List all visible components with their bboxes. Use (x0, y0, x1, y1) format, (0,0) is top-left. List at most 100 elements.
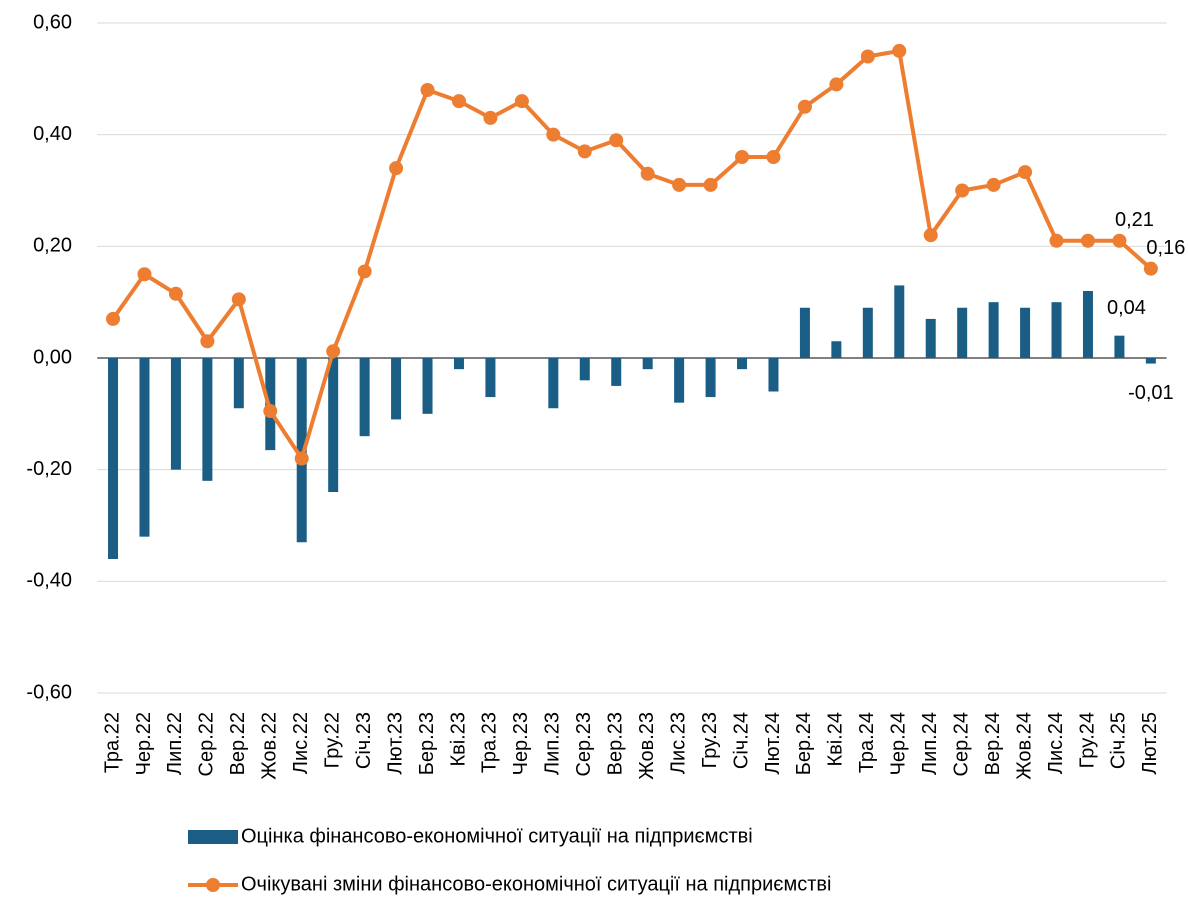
line-point (829, 77, 844, 92)
bar (233, 358, 244, 409)
line-point (1143, 261, 1158, 276)
line-point (200, 334, 215, 349)
bar (391, 358, 402, 420)
bar (988, 302, 999, 358)
y-tick-label: 0,20 (33, 235, 72, 257)
x-tick-label: Лют.25 (1139, 712, 1161, 774)
data-label: 0,16 (1146, 237, 1185, 259)
line-point (294, 451, 309, 466)
x-tick-label: Тра.24 (856, 712, 878, 773)
x-tick-label: Лип.24 (919, 712, 941, 775)
x-tick-label: Сер.22 (196, 712, 218, 777)
x-tick-label: Січ.25 (1108, 712, 1130, 769)
legend-label: Очікувані зміни фінансово-економічної си… (241, 873, 831, 895)
line-point (263, 404, 278, 419)
bar (642, 358, 653, 370)
y-tick-label: -0,40 (26, 570, 72, 592)
line-point (451, 94, 466, 109)
x-tick-label: Тра.22 (101, 712, 123, 773)
line-point (420, 83, 435, 97)
line-point (735, 150, 750, 164)
y-tick-label: 0,60 (33, 11, 72, 33)
bar (1145, 358, 1156, 364)
bar (957, 307, 968, 358)
x-tick-label: Чер.22 (133, 712, 155, 775)
bar (831, 341, 842, 358)
line-point (514, 94, 529, 109)
line-point (577, 144, 592, 159)
line-point (986, 177, 1001, 192)
line-point (766, 150, 781, 164)
bar (108, 358, 119, 559)
x-tick-label: Чер.24 (888, 712, 910, 775)
legend-swatch (206, 878, 220, 892)
line-point (389, 161, 404, 176)
line-point (546, 127, 561, 142)
bar (611, 358, 622, 386)
line-point (923, 228, 938, 243)
bar (799, 307, 810, 358)
x-tick-label: Вер.24 (982, 712, 1004, 775)
x-tick-label: Лют.24 (762, 712, 784, 774)
bar (485, 358, 496, 398)
x-tick-label: Лис.22 (290, 712, 312, 774)
line-point (106, 311, 121, 326)
bar (202, 358, 213, 481)
line-point (892, 43, 907, 58)
line-point (609, 133, 624, 148)
line-point (672, 177, 687, 192)
x-tick-label: Сер.23 (573, 712, 595, 777)
bar (925, 318, 936, 358)
x-tick-label: Тра.23 (479, 712, 501, 773)
bar (579, 358, 590, 381)
line-point (860, 49, 875, 64)
y-tick-label: 0,00 (33, 346, 72, 368)
x-tick-label: Бер.23 (416, 712, 438, 775)
line (111, 48, 1153, 461)
bar (768, 358, 779, 392)
x-tick-label: Вер.22 (227, 712, 249, 775)
line-point (231, 292, 246, 307)
bar (1114, 335, 1125, 358)
legend-swatch (188, 830, 238, 844)
legend-label: Оцінка фінансово-економічної ситуації на… (241, 825, 753, 847)
line-point (137, 267, 152, 282)
bar (1020, 307, 1031, 358)
x-tick-label: Жов.24 (1013, 712, 1035, 780)
x-tick-label: Гру.23 (699, 712, 721, 768)
x-tick-label: Лют.23 (384, 712, 406, 774)
line-point (955, 183, 970, 198)
bar (422, 358, 433, 414)
bar (359, 358, 370, 437)
line-point (1018, 165, 1033, 180)
x-tick-label: Чер.23 (510, 712, 532, 775)
bar (453, 358, 464, 370)
bar (674, 358, 685, 403)
data-label: 0,04 (1107, 297, 1146, 319)
x-tick-label: Кві.24 (825, 712, 847, 767)
bar (170, 358, 181, 470)
x-tick-label: Лип.22 (164, 712, 186, 775)
line-point (703, 177, 718, 192)
line-point (483, 110, 498, 125)
bar (705, 358, 716, 398)
x-tick-label: Жов.23 (636, 712, 658, 780)
x-tick-label: Лис.23 (667, 712, 689, 774)
y-tick-label: -0,20 (26, 458, 72, 480)
line-point (1049, 233, 1064, 248)
x-tick-label: Гру.24 (1076, 712, 1098, 768)
x-tick-label: Лип.23 (542, 712, 564, 775)
bar (1051, 302, 1062, 358)
x-tick-label: Гру.22 (321, 712, 343, 768)
x-tick-label: Січ.23 (353, 712, 375, 769)
line-point (357, 264, 372, 279)
x-tick-label: Жов.22 (259, 712, 281, 780)
line-point (640, 166, 655, 181)
y-tick-label: 0,40 (33, 123, 72, 145)
x-tick-label: Сер.24 (950, 712, 972, 777)
bar (894, 285, 905, 358)
line-point (797, 99, 812, 114)
line-point (1080, 233, 1095, 248)
line-point (326, 344, 341, 359)
